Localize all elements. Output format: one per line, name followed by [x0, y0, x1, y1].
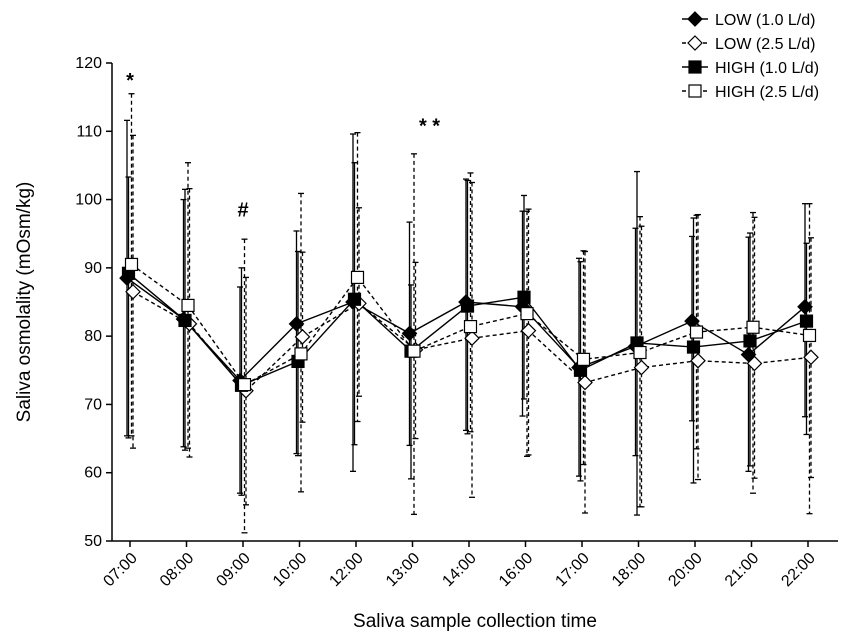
data-point	[577, 374, 593, 391]
data-point	[463, 319, 478, 334]
axes	[111, 63, 838, 542]
data-point	[576, 352, 591, 366]
legend-item: HIGH (1.0 L/d)	[682, 60, 819, 77]
y-tick-label: 50	[84, 533, 102, 550]
y-tick-label: 110	[76, 123, 102, 140]
data-point	[460, 299, 475, 313]
x-tick-label: 12:00	[326, 550, 366, 590]
x-tick-label: 18:00	[609, 550, 649, 590]
data-point	[803, 349, 819, 366]
x-tick-label: 21:00	[722, 550, 762, 590]
data-point	[686, 340, 701, 354]
y-tick-label: 60	[84, 465, 102, 482]
x-ticks: 07:00 08:00 09:00 10:00 12:00 13:00 14:00 16:00…	[100, 541, 819, 590]
data-point	[740, 346, 757, 363]
data-point	[743, 334, 757, 348]
data-point	[294, 347, 308, 361]
y-tick-label: 120	[75, 55, 102, 72]
data-point	[237, 378, 252, 392]
data-point	[746, 320, 760, 334]
data-point	[802, 328, 817, 343]
legend-item: LOW (2.5 L/d)	[682, 35, 815, 53]
legend-marker	[688, 84, 702, 98]
annotations: * # * *	[126, 70, 440, 222]
y-tick-label: 90	[84, 260, 102, 277]
data-point	[125, 283, 141, 300]
x-tick-label: 09:00	[213, 550, 253, 590]
x-tick-label: 16:00	[496, 550, 536, 590]
error-bars	[124, 93, 814, 534]
data-point	[124, 257, 139, 272]
markers	[119, 257, 819, 399]
x-tick-label: 17:00	[552, 550, 592, 590]
data-point	[401, 325, 418, 342]
data-point	[690, 352, 706, 369]
data-point	[633, 359, 650, 376]
legend-label: HIGH (1.0 L/d)	[715, 60, 819, 77]
data-point	[294, 328, 311, 345]
x-tick-label: 13:00	[383, 550, 423, 590]
data-point	[407, 344, 421, 358]
x-axis-title: Saliva sample collection time	[353, 611, 597, 632]
significance-annotation: * *	[419, 116, 440, 138]
x-tick-label: 08:00	[157, 550, 197, 590]
legend-label: LOW (1.0 L/d)	[715, 12, 815, 29]
y-axis-title: Saliva osmolality (mOsm/kg)	[14, 182, 35, 423]
legend-marker	[688, 60, 702, 74]
data-point	[288, 316, 305, 332]
data-point	[633, 345, 647, 360]
data-point	[520, 307, 534, 321]
x-tick-label: 07:00	[100, 550, 140, 590]
data-point	[799, 314, 814, 328]
y-tick-label: 80	[84, 328, 102, 345]
data-point	[181, 298, 195, 313]
x-tick-label: 10:00	[270, 550, 310, 590]
legend-item: LOW (1.0 L/d)	[682, 11, 815, 29]
significance-annotation: *	[126, 70, 134, 92]
data-point	[178, 313, 192, 328]
y-ticks: 50 60 70 80 90 100 110 120	[75, 55, 112, 550]
legend-marker	[687, 35, 703, 51]
legend: LOW (1.0 L/d) LOW (2.5 L/d) HIGH (1.0 L/d)…	[682, 11, 819, 101]
data-point	[573, 363, 588, 377]
legend-label: LOW (2.5 L/d)	[715, 36, 815, 53]
legend-label: HIGH (2.5 L/d)	[715, 84, 819, 101]
data-point	[517, 290, 531, 304]
legend-item: HIGH (2.5 L/d)	[682, 84, 819, 101]
x-tick-label: 22:00	[778, 550, 818, 590]
data-point	[520, 322, 537, 339]
x-tick-label: 14:00	[439, 550, 479, 590]
data-point	[350, 270, 365, 285]
y-tick-label: 70	[84, 396, 102, 413]
data-point	[347, 292, 362, 306]
x-tick-label: 20:00	[665, 550, 705, 590]
data-point	[464, 330, 480, 347]
data-point	[797, 298, 813, 315]
y-tick-label: 100	[75, 192, 102, 209]
data-point	[746, 355, 763, 372]
legend-marker	[687, 11, 703, 27]
data-point	[689, 325, 704, 339]
significance-annotation: #	[237, 200, 248, 222]
